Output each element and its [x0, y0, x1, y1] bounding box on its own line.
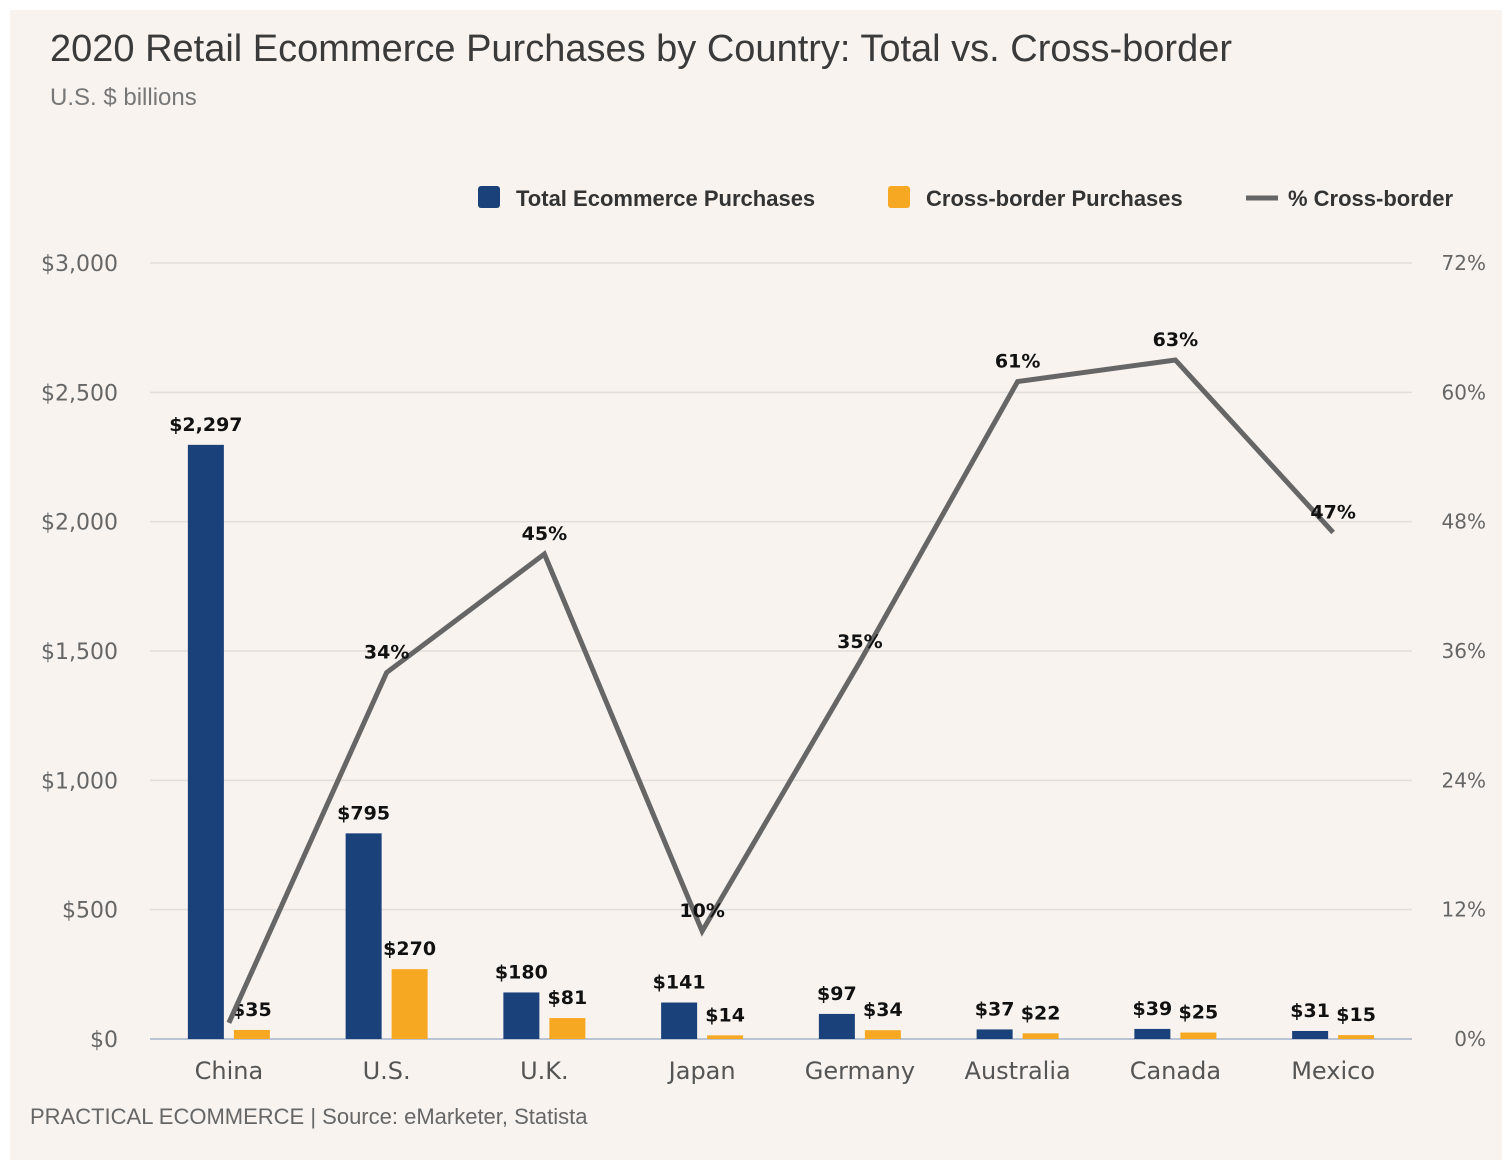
legend-label-pct: % Cross-border [1288, 186, 1453, 211]
bar-total-Mexico [1292, 1030, 1329, 1039]
legend-label-total: Total Ecommerce Purchases [516, 186, 815, 211]
bar-cross-border-Germany [864, 1030, 901, 1039]
bar-cross-border-label: $15 [1336, 1004, 1376, 1026]
chart-source: PRACTICAL ECOMMERCE | Source: eMarketer,… [30, 1104, 588, 1129]
pct-cross-border-label: 47% [1310, 501, 1355, 523]
y-left-tick-label: $2,500 [41, 381, 118, 406]
bar-total-label: $180 [495, 961, 548, 983]
bar-cross-border-label: $34 [863, 999, 903, 1021]
bar-total-Canada [1134, 1028, 1171, 1039]
x-tick-label: U.S. [363, 1057, 411, 1085]
x-tick-label: Canada [1130, 1057, 1221, 1085]
x-tick-label: U.K. [520, 1057, 569, 1085]
pct-cross-border-label: 35% [837, 631, 882, 653]
chart-title: 2020 Retail Ecommerce Purchases by Count… [50, 28, 1233, 70]
y-right-tick-label: 24% [1442, 768, 1486, 792]
bar-cross-border-Japan [707, 1035, 744, 1039]
bar-cross-border-label: $35 [232, 999, 272, 1021]
pct-cross-border-label: 63% [1153, 329, 1198, 351]
pct-cross-border-label: 61% [995, 351, 1040, 373]
legend-label-cross-border: Cross-border Purchases [926, 186, 1183, 211]
bar-cross-border-label: $14 [705, 1004, 745, 1026]
legend-swatch-cross-border [888, 186, 910, 208]
pct-cross-border-line [226, 357, 1335, 1024]
bar-cross-border-China [233, 1029, 270, 1039]
bar-cross-border-label: $22 [1021, 1002, 1061, 1024]
y-left-tick-label: $500 [62, 899, 118, 924]
bar-cross-border-label: $25 [1179, 1002, 1219, 1024]
bar-total-label: $39 [1133, 998, 1173, 1020]
y-right-tick-label: 72% [1442, 251, 1486, 275]
y-left-tick-label: $3,000 [41, 252, 118, 277]
pct-cross-border-label: 45% [522, 523, 567, 545]
y-right-tick-label: 48% [1442, 510, 1486, 534]
y-left-tick-label: $1,500 [41, 640, 118, 665]
pct-cross-border-label: 10% [679, 900, 724, 922]
bar-total-U.S. [345, 833, 382, 1039]
bar-total-label: $31 [1290, 1000, 1330, 1022]
legend-swatch-total [478, 186, 500, 208]
bar-total-label: $97 [817, 983, 857, 1005]
x-tick-label: Japan [667, 1057, 736, 1085]
bar-cross-border-U.S. [391, 969, 428, 1039]
y-right-tick-label: 12% [1442, 898, 1486, 922]
bar-cross-border-label: $81 [548, 987, 588, 1009]
bar-cross-border-label: $270 [383, 938, 436, 960]
bar-cross-border-Mexico [1338, 1035, 1375, 1039]
bar-total-U.K. [503, 992, 540, 1039]
x-tick-label: Mexico [1291, 1057, 1375, 1085]
x-tick-label: Germany [805, 1057, 915, 1085]
x-tick-label: China [195, 1057, 264, 1085]
bar-total-label: $2,297 [169, 414, 242, 436]
y-left-tick-label: $2,000 [41, 511, 118, 536]
x-tick-label: Australia [965, 1057, 1071, 1085]
y-right-tick-label: 36% [1442, 639, 1486, 663]
bar-total-label: $37 [975, 998, 1015, 1020]
y-right-tick-label: 60% [1442, 380, 1486, 404]
chart-subtitle: U.S. $ billions [50, 84, 197, 111]
bar-cross-border-U.K. [549, 1018, 586, 1039]
bar-total-label: $795 [337, 802, 390, 824]
bar-total-Australia [976, 1029, 1013, 1039]
bar-total-Germany [818, 1013, 855, 1039]
pct-cross-border-label: 34% [364, 642, 409, 664]
bar-cross-border-Canada [1180, 1032, 1217, 1039]
y-left-tick-label: $0 [90, 1028, 118, 1053]
chart-frame [10, 10, 1502, 1160]
bar-total-China [187, 444, 224, 1039]
bar-total-Japan [661, 1002, 698, 1039]
y-right-tick-label: 0% [1454, 1027, 1486, 1051]
bar-total-label: $141 [653, 972, 706, 994]
bar-cross-border-Australia [1022, 1033, 1059, 1039]
y-left-tick-label: $1,000 [41, 769, 118, 794]
